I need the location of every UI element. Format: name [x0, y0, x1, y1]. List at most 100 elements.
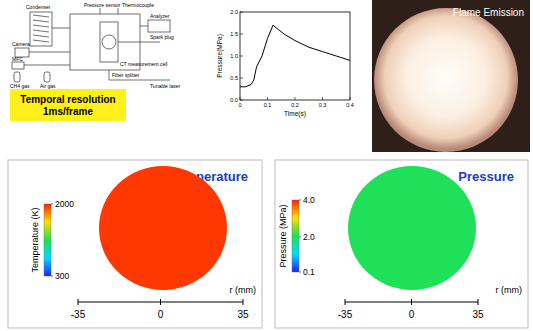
analyzer-line [140, 26, 148, 27]
page: CondenserPressure sensorThermocoupleAnal… [0, 0, 533, 331]
condenser-coil [33, 15, 49, 17]
pressure-line [240, 25, 350, 87]
schematic-label: MFC [12, 56, 23, 62]
x-tick-label: 0.4 [346, 102, 354, 108]
schematic-label: Air gas [40, 83, 56, 89]
plot-frame [240, 12, 350, 100]
colorbar-tick [299, 236, 301, 237]
r-tick [478, 299, 479, 305]
colorbar [292, 200, 299, 272]
condenser-line [52, 28, 70, 29]
x-tick [350, 97, 351, 100]
y-tick-label: 0.5 [230, 75, 238, 81]
field-disk [99, 166, 227, 290]
note-box: Temporal resolution1ms/frame [10, 89, 126, 121]
schematic-label: CT measurement cell [120, 61, 167, 67]
x-tick [322, 97, 323, 100]
window [102, 35, 116, 49]
gas-line [24, 65, 70, 66]
condenser-coil [33, 35, 49, 37]
y-tick-label: 2.0 [230, 9, 238, 15]
pressure-map-panel: Pressure4.02.00.1Pressure (MPa)-35035r (… [275, 160, 528, 328]
laser-line [109, 80, 170, 81]
schematic-label: Fiber splitter [112, 72, 140, 78]
panel-frame [275, 160, 528, 328]
y-tick-label: 0.0 [230, 97, 238, 103]
r-tick [78, 299, 79, 305]
r-tick-label: 35 [237, 309, 249, 320]
fiber-line [109, 70, 110, 80]
colorbar-tick-label: 300 [55, 271, 69, 281]
y-tick-label: 1.5 [230, 31, 238, 37]
r-tick [411, 299, 412, 305]
r-tick [243, 299, 244, 305]
flame-disk [374, 8, 518, 152]
colorbar-label: Temperature (K) [30, 207, 40, 272]
x-tick-label: 0.1 [264, 102, 272, 108]
r-axis-label: r (mm) [230, 285, 257, 295]
colorbar-tick-label: 2.0 [303, 232, 315, 242]
colorbar-tick [299, 200, 301, 201]
schematic: CondenserPressure sensorThermocoupleAnal… [10, 2, 180, 89]
mfc-box [12, 62, 24, 69]
schematic-label: Tunable laser [150, 83, 180, 89]
x-tick [267, 97, 268, 100]
field-disk [348, 166, 476, 290]
y-tick [240, 56, 243, 57]
colorbar-tick-label: 0.1 [303, 267, 315, 277]
schematic-label: CH4 gas [10, 83, 30, 89]
analyzer-box [148, 20, 170, 32]
photo-label: Flame Emission [453, 7, 524, 18]
r-tick [160, 299, 161, 305]
colorbar-tick [299, 272, 301, 273]
bottle [44, 72, 50, 82]
temperature-map-panel: Temperature2000300Temperature (K)-35035r… [8, 160, 262, 328]
sensor-line [100, 8, 101, 14]
plot-data [240, 25, 350, 87]
r-tick-label: 0 [409, 309, 415, 320]
condenser-coil [33, 20, 49, 22]
note-bg [10, 89, 126, 121]
photo-bg [372, 0, 530, 152]
y-axis-label: Pressure(MPa) [216, 34, 224, 78]
colorbar-label: Pressure (MPa) [278, 204, 288, 267]
schematic-label: Camera [12, 41, 30, 47]
colorbar [44, 204, 51, 276]
camera-line [29, 52, 70, 53]
r-axis-label: r (mm) [496, 285, 523, 295]
schematic-label: Analyzer [150, 13, 170, 19]
spark-line [118, 42, 160, 43]
panel-title: Pressure [458, 169, 514, 184]
colorbar-tick-label: 2000 [55, 199, 74, 209]
r-tick-label: -35 [338, 309, 353, 320]
note-text: Temporal resolution [20, 94, 115, 105]
x-tick-label: 0.2 [291, 102, 299, 108]
condenser-coil [33, 30, 49, 32]
bottle [14, 72, 20, 82]
x-tick [240, 97, 241, 100]
y-tick-label: 1.0 [230, 53, 238, 59]
r-tick-label: -35 [71, 309, 86, 320]
pressure-chart: 0 0.1 0.2 0.3 0.4 0.0 0.5 1.0 1.5 2.0 Time(s) Press… [216, 9, 354, 118]
condenser-box [30, 12, 52, 46]
r-tick [345, 299, 346, 305]
condenser-coil [33, 40, 49, 42]
r-tick-label: 35 [472, 309, 484, 320]
cell [100, 22, 118, 62]
x-tick [295, 97, 296, 100]
y-tick [240, 34, 243, 35]
colorbar-tick [51, 276, 53, 277]
x-tick-label: 0.3 [319, 102, 327, 108]
r-tick-label: 0 [158, 309, 164, 320]
x-tick-label: 0 [238, 102, 241, 108]
colorbar-tick [51, 204, 53, 205]
condenser-coil [33, 25, 49, 27]
schematic-label: Spark plug [150, 34, 174, 40]
x-axis-label: Time(s) [284, 110, 306, 118]
flame-photo: Flame Emission [372, 0, 530, 152]
y-tick [240, 100, 243, 101]
note-text: 1ms/frame [43, 106, 93, 117]
schematic-label: Thermocouple [122, 2, 154, 8]
panel-frame [8, 160, 262, 328]
schematic-label: Pressure sensor [84, 2, 121, 8]
